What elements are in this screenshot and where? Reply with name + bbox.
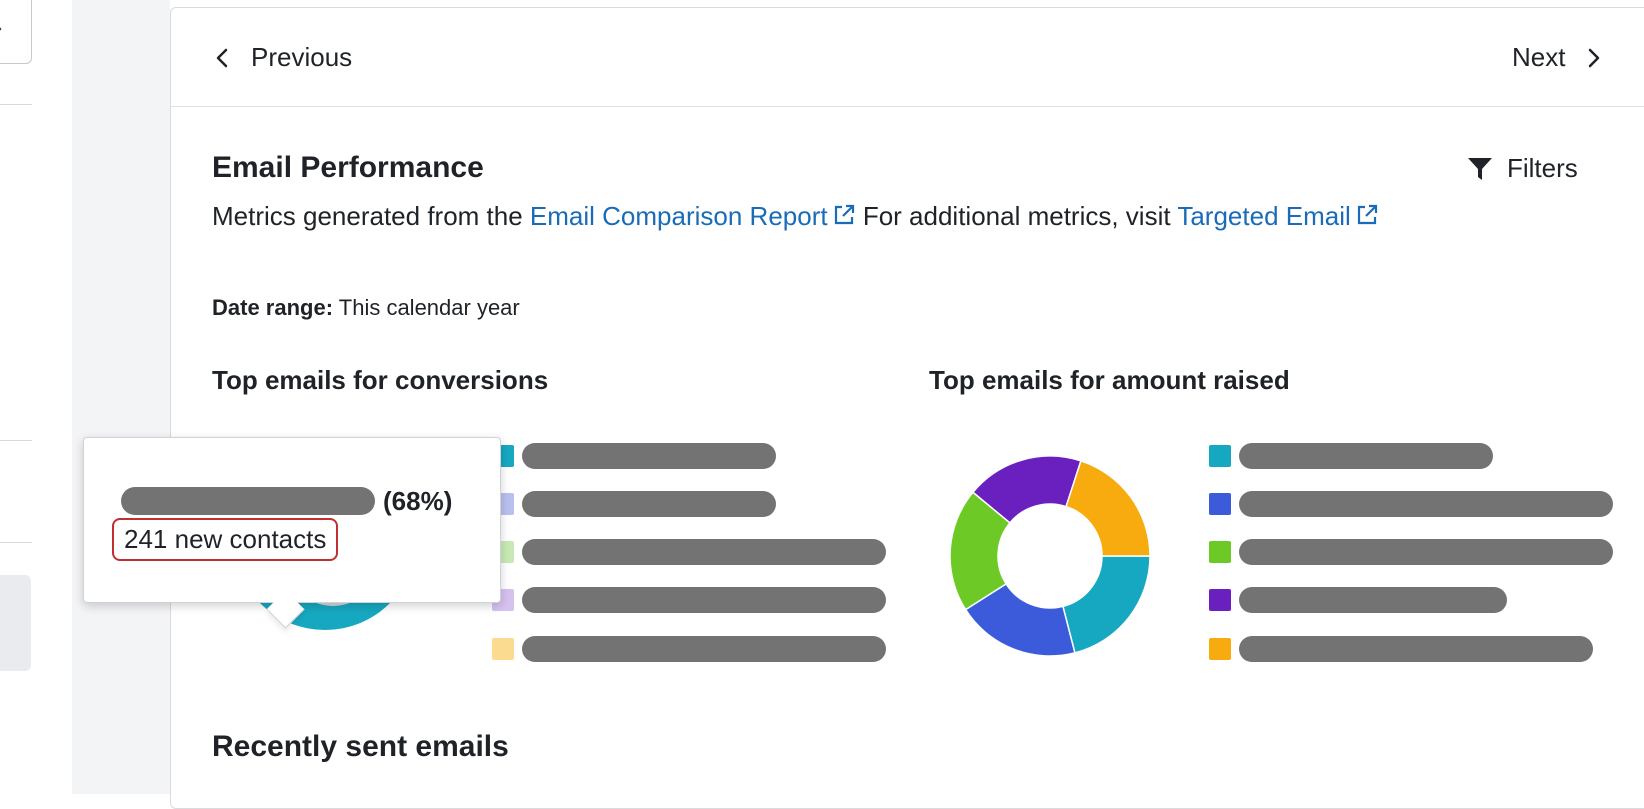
- conversions-legend-item[interactable]: [492, 635, 886, 663]
- targeted-email-link-label: Targeted Email: [1177, 201, 1351, 231]
- nav-divider: [0, 440, 32, 441]
- legend-swatch: [1209, 541, 1231, 563]
- report-description: Metrics generated from the Email Compari…: [212, 195, 1462, 237]
- external-link-icon: [834, 204, 854, 225]
- filters-label: Filters: [1507, 153, 1578, 183]
- nav-item-selected[interactable]: [0, 575, 31, 671]
- legend-swatch: [1209, 445, 1231, 467]
- amount-raised-donut-chart: [949, 455, 1151, 657]
- previous-button[interactable]: Previous: [211, 42, 352, 73]
- recently-sent-title: Recently sent emails: [212, 730, 509, 763]
- amount-legend-item[interactable]: [1209, 586, 1507, 614]
- amount-legend-item[interactable]: [1209, 538, 1613, 566]
- legend-swatch: [492, 638, 514, 660]
- previous-label: Previous: [251, 42, 353, 72]
- nav-divider: [0, 104, 32, 105]
- legend-label-redacted: [1239, 443, 1493, 469]
- amount-legend-item[interactable]: [1209, 442, 1493, 470]
- targeted-email-link[interactable]: Targeted Email: [1177, 201, 1378, 231]
- conversions-legend-item[interactable]: [492, 538, 886, 566]
- tooltip-label-redacted: [121, 487, 375, 515]
- external-link-icon: [1357, 204, 1377, 225]
- chart-tooltip: (68%) 241 new contacts: [83, 437, 501, 629]
- donut-slice[interactable]: [949, 491, 1011, 611]
- tooltip-percent: (68%): [383, 486, 453, 516]
- legend-label-redacted: [522, 636, 886, 662]
- nav-divider: [0, 542, 32, 543]
- search-icon: [0, 27, 2, 31]
- date-range-value: This calendar year: [338, 295, 520, 320]
- report-panel: Previous Next Email Performance Filters …: [170, 7, 1644, 809]
- tooltip-value: 241 new contacts: [112, 518, 339, 561]
- page-title: Email Performance: [212, 151, 484, 184]
- amount-chart-title: Top emails for amount raised: [929, 365, 1290, 395]
- chevron-left-icon: [216, 48, 228, 67]
- chevron-right-icon: [1589, 48, 1600, 67]
- legend-swatch: [1209, 589, 1231, 611]
- legend-label-redacted: [522, 587, 886, 613]
- legend-label-redacted: [1239, 491, 1613, 517]
- conversions-legend-item[interactable]: [492, 490, 776, 518]
- legend-label-redacted: [1239, 587, 1507, 613]
- donut-slice[interactable]: [1062, 555, 1151, 654]
- description-prefix: Metrics generated from the: [212, 201, 530, 231]
- page-gutter: [72, 0, 170, 794]
- side-navigation: [0, 0, 74, 794]
- donut-slice[interactable]: [1065, 459, 1151, 557]
- legend-label-redacted: [522, 443, 776, 469]
- email-comparison-report-link-label: Email Comparison Report: [529, 201, 828, 231]
- filters-button[interactable]: Filters: [1467, 153, 1578, 184]
- description-middle: For additional metrics, visit: [855, 201, 1178, 231]
- date-range-label: Date range:: [212, 295, 334, 320]
- conversions-chart-title: Top emails for conversions: [212, 365, 549, 395]
- legend-swatch: [1209, 638, 1231, 660]
- legend-label-redacted: [1239, 636, 1593, 662]
- legend-swatch: [1209, 493, 1231, 515]
- donut-slice[interactable]: [964, 582, 1076, 657]
- legend-label-redacted: [1239, 539, 1613, 565]
- pagination-bar: Previous Next: [171, 8, 1644, 107]
- legend-label-redacted: [522, 491, 776, 517]
- amount-legend-item[interactable]: [1209, 490, 1613, 518]
- date-range: Date range: This calendar year: [212, 295, 520, 321]
- search-button[interactable]: [0, 0, 32, 64]
- legend-label-redacted: [522, 539, 886, 565]
- next-label: Next: [1512, 42, 1566, 72]
- amount-legend-item[interactable]: [1209, 635, 1593, 663]
- filter-icon: [1468, 157, 1492, 180]
- conversions-legend-item[interactable]: [492, 442, 776, 470]
- next-button[interactable]: Next: [1512, 42, 1605, 73]
- conversions-legend-item[interactable]: [492, 586, 886, 614]
- email-comparison-report-link[interactable]: Email Comparison Report: [530, 201, 856, 231]
